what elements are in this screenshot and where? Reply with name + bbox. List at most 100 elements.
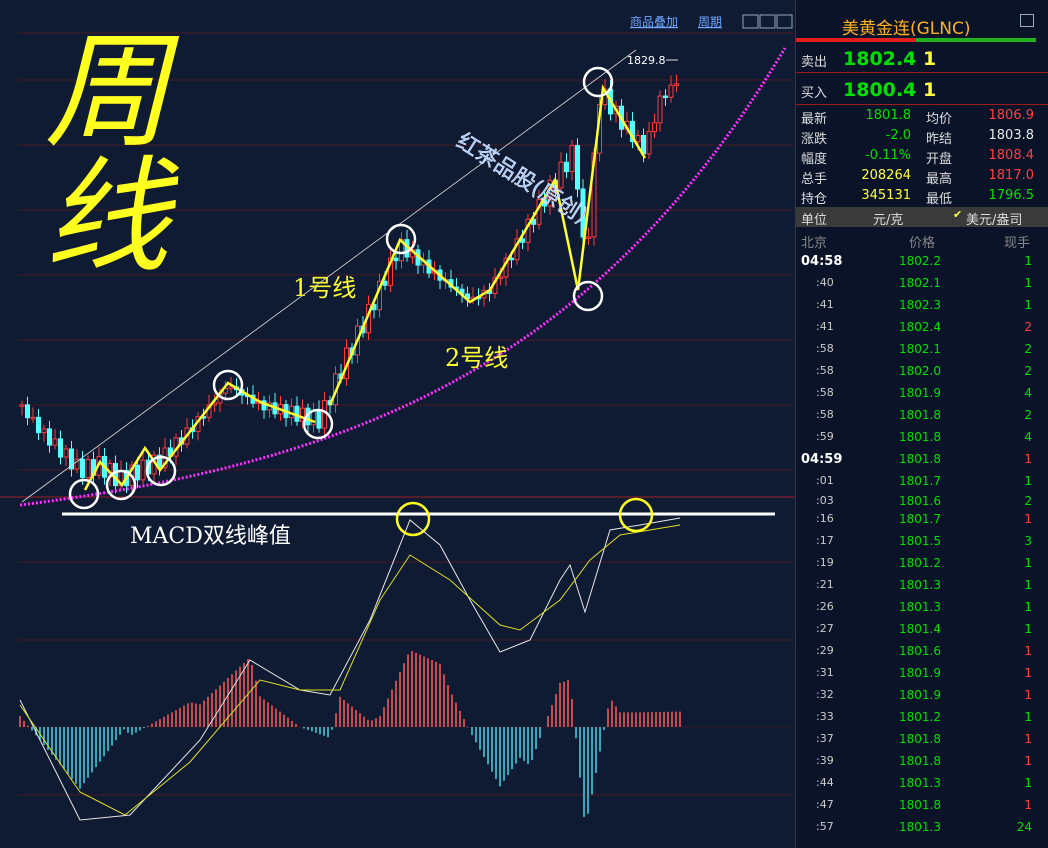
tick-price: 1801.7 [899,474,941,488]
tick-time: :37 [816,732,834,745]
stat-value: 1801.8 [865,108,912,123]
stat-label: 总手 [801,172,828,187]
high-label: 1829.8 [627,54,666,67]
tick-price: 1801.9 [899,688,941,702]
macd-note: MACD双线峰值 [130,524,291,549]
candle-body [509,257,514,261]
candle-body [580,188,586,238]
tick-time: :58 [816,342,834,355]
peak-circle [395,501,431,537]
pivot-circle [105,469,137,501]
tick-volume: 1 [1024,298,1032,312]
stat-label: 最新 [801,112,828,127]
candle-body [646,131,652,155]
tick-time: :19 [816,556,834,569]
stat-label: 最高 [926,172,953,187]
unit-usd[interactable]: 美元/盎司 [966,213,1023,228]
candle-body [674,83,679,86]
stat-value: 1796.5 [988,188,1035,203]
tick-price: 1801.7 [899,512,941,526]
quote-title: 美黄金连(GLNC) [842,19,971,39]
nav-left-icon[interactable] [742,14,759,29]
tick-time: :27 [816,622,834,635]
tick-volume: 1 [1024,688,1032,702]
dea-line [19,524,681,816]
tick-price: 1801.9 [899,386,941,400]
stat-label: 持仓 [801,192,828,207]
tick-time: :44 [816,776,834,789]
tick-price: 1801.2 [899,710,941,724]
check-icon: ✔ [953,208,963,221]
candle-body [322,400,327,429]
period-link[interactable]: 周期 [698,15,722,29]
tick-volume: 1 [1024,556,1032,570]
candle-body [558,161,564,189]
candle-body [140,459,146,481]
pivot-circle [68,478,100,510]
candle-body [63,448,69,458]
candle-body [69,448,74,470]
tick-time: :21 [816,578,834,591]
stat-value: -0.11% [865,148,911,163]
tick-price: 1801.2 [899,556,941,570]
tick-time: :26 [816,600,834,613]
tick-price: 1802.2 [899,254,941,268]
tick-volume: 1 [1024,474,1032,488]
quote-panel: 美黄金连(GLNC) 卖出 1802.4 1 买入 1800.4 1 最新 180… [795,0,1048,848]
tick-price: 1801.4 [899,622,941,636]
candle-body [36,416,41,434]
buy-qty: 1 [923,79,937,101]
tick-volume: 24 [1016,820,1032,834]
tick-volume: 1 [1024,732,1032,746]
tick-price: 1801.8 [899,452,941,466]
candle-body [388,257,393,286]
tick-volume: 1 [1024,512,1032,526]
watermark: 红茶品股(原创) [452,129,592,229]
candle-body [19,404,25,407]
candle-body [652,122,657,133]
peak-circle [618,497,654,533]
tick-time: :29 [816,644,834,657]
line1-label: 1号线 [293,274,356,302]
buy-label: 买入 [801,86,828,101]
upper-trend-line [21,49,637,503]
tick-volume: 4 [1024,386,1032,400]
tick-volume: 1 [1024,798,1032,812]
pivot-circle [582,66,614,98]
candle-body [47,428,52,446]
tick-price: 1801.3 [899,776,941,790]
tick-time: :39 [816,754,834,767]
stat-label: 涨跌 [801,132,828,147]
col-price: 价格 [909,236,936,251]
buy-price: 1800.4 [843,79,917,101]
pivot-circle [302,408,334,440]
candle-body [223,388,228,394]
unit-cny[interactable]: 元/克 [873,213,904,228]
tick-volume: 2 [1024,320,1032,334]
bid-bar [796,38,916,42]
line2-label: 2号线 [445,344,508,372]
candle-body [25,404,30,419]
tick-volume: 1 [1024,578,1032,592]
sell-qty: 1 [923,48,937,70]
nav-right-icon[interactable] [759,14,776,29]
candle-body [635,134,641,143]
tick-time: :03 [816,494,834,507]
stat-value: 1808.4 [988,148,1035,163]
menu-icon[interactable] [776,14,793,29]
overlay-link[interactable]: 商品叠加 [630,14,678,29]
stat-value: -2.0 [885,128,911,143]
tick-volume: 1 [1024,254,1032,268]
unit-label: 单位 [801,213,828,228]
tick-time: :17 [816,534,834,547]
candle-body [80,458,85,478]
week-annotation: 周线 [23,25,168,275]
tick-time: :58 [816,386,834,399]
candle-body [575,145,580,190]
tick-time: :33 [816,710,834,723]
tick-time: :57 [816,820,834,833]
tick-time: :41 [816,298,834,311]
tick-time: 04:59 [801,452,843,467]
window-icon[interactable] [1020,14,1034,27]
tick-volume: 2 [1024,408,1032,422]
